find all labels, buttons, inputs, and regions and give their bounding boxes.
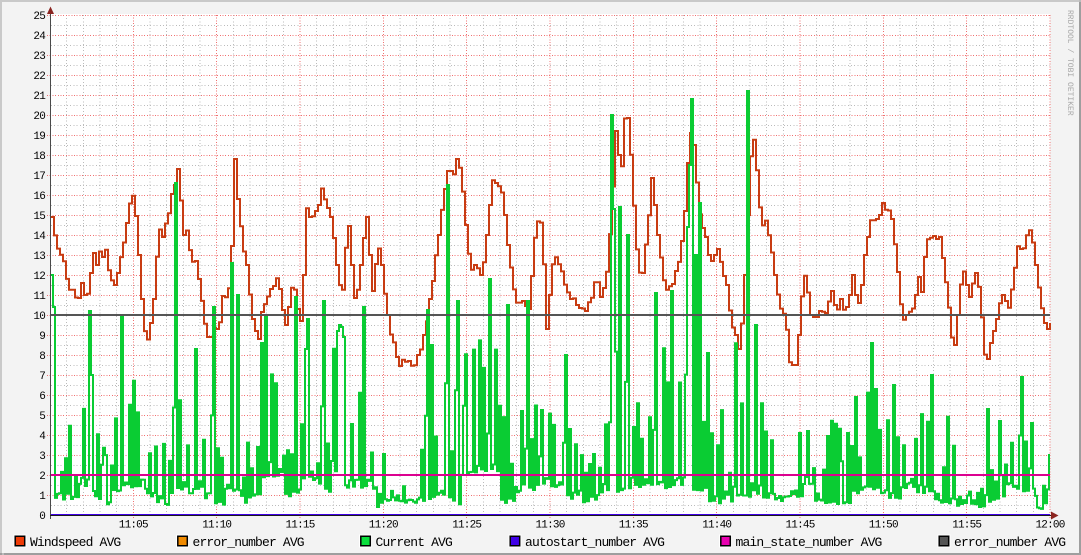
- svg-text:16: 16: [33, 191, 45, 203]
- svg-text:11:25: 11:25: [452, 520, 481, 532]
- svg-text:14: 14: [33, 231, 46, 243]
- svg-text:10: 10: [33, 311, 45, 323]
- svg-text:11:50: 11:50: [869, 520, 898, 532]
- svg-text:Current AVG: Current AVG: [376, 535, 453, 550]
- svg-text:0: 0: [39, 511, 45, 523]
- svg-text:error_number AVG: error_number AVG: [954, 535, 1065, 550]
- svg-text:5: 5: [39, 411, 45, 423]
- svg-text:20: 20: [33, 111, 45, 123]
- svg-text:21: 21: [33, 91, 46, 103]
- svg-text:12:00: 12:00: [1035, 520, 1064, 532]
- svg-text:3: 3: [39, 451, 45, 463]
- svg-text:15: 15: [33, 211, 45, 223]
- svg-text:6: 6: [39, 391, 45, 403]
- svg-text:19: 19: [33, 131, 45, 143]
- svg-text:13: 13: [33, 251, 45, 263]
- svg-text:23: 23: [33, 51, 45, 63]
- svg-text:error_number AVG: error_number AVG: [193, 535, 304, 550]
- svg-text:18: 18: [33, 151, 45, 163]
- svg-text:11:55: 11:55: [952, 520, 981, 532]
- svg-text:11:20: 11:20: [369, 520, 398, 532]
- svg-text:11:05: 11:05: [119, 520, 148, 532]
- svg-text:11:35: 11:35: [619, 520, 648, 532]
- svg-text:11:10: 11:10: [202, 520, 231, 532]
- svg-text:11: 11: [33, 291, 46, 303]
- svg-text:1: 1: [39, 491, 46, 503]
- svg-text:12: 12: [33, 271, 45, 283]
- svg-text:RRDTOOL / TOBI OETIKER: RRDTOOL / TOBI OETIKER: [1065, 10, 1074, 116]
- svg-text:9: 9: [39, 331, 45, 343]
- svg-text:4: 4: [39, 431, 46, 443]
- svg-text:8: 8: [39, 351, 45, 363]
- svg-text:autostart_number AVG: autostart_number AVG: [525, 535, 664, 550]
- svg-text:24: 24: [33, 31, 46, 43]
- svg-text:Windspeed AVG: Windspeed AVG: [30, 535, 120, 550]
- svg-text:22: 22: [33, 71, 45, 83]
- svg-text:11:15: 11:15: [285, 520, 314, 532]
- svg-text:25: 25: [33, 11, 45, 23]
- svg-text:main_state_number AVG: main_state_number AVG: [736, 535, 882, 550]
- svg-text:11:30: 11:30: [535, 520, 564, 532]
- svg-text:2: 2: [39, 471, 45, 483]
- svg-text:17: 17: [33, 171, 45, 183]
- svg-text:11:45: 11:45: [785, 520, 814, 532]
- svg-text:7: 7: [39, 371, 45, 383]
- svg-text:11:40: 11:40: [702, 520, 731, 532]
